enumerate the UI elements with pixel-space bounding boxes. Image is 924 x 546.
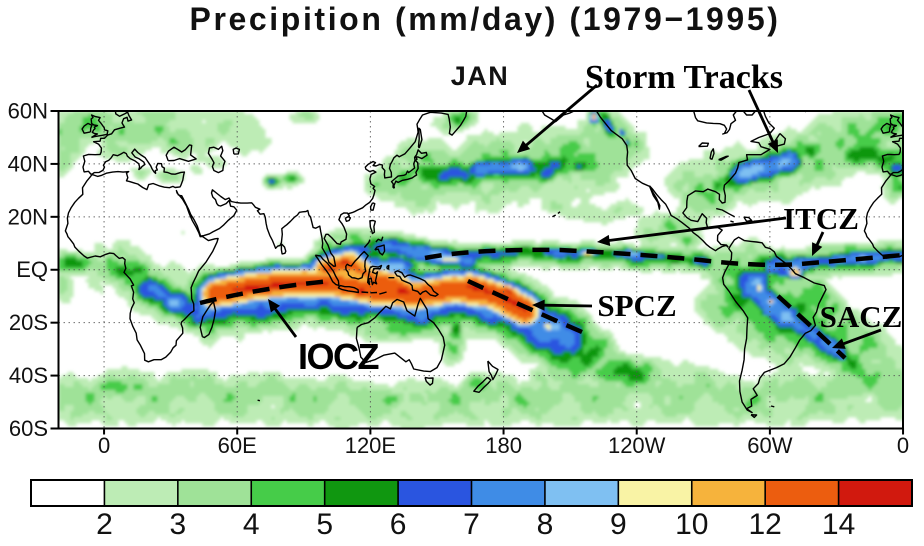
svg-text:10: 10 — [675, 508, 708, 541]
svg-text:5: 5 — [316, 508, 333, 541]
svg-text:8: 8 — [537, 508, 554, 541]
svg-text:60S: 60S — [9, 416, 48, 441]
svg-text:60W: 60W — [747, 433, 792, 458]
svg-text:120E: 120E — [345, 433, 396, 458]
svg-text:40S: 40S — [9, 363, 48, 388]
svg-text:0: 0 — [897, 433, 909, 458]
svg-text:ITCZ: ITCZ — [783, 201, 859, 236]
svg-text:14: 14 — [822, 508, 855, 541]
svg-text:120W: 120W — [608, 433, 666, 458]
svg-text:20S: 20S — [9, 310, 48, 335]
svg-text:SACZ: SACZ — [820, 299, 903, 334]
svg-text:60E: 60E — [218, 433, 257, 458]
svg-text:20N: 20N — [8, 204, 48, 229]
svg-text:2: 2 — [96, 508, 113, 541]
svg-text:9: 9 — [610, 508, 627, 541]
svg-text:180: 180 — [485, 433, 522, 458]
svg-text:IOCZ: IOCZ — [298, 336, 379, 377]
svg-text:Precipition (mm/day) (1979−199: Precipition (mm/day) (1979−1995) — [190, 1, 781, 37]
svg-text:40N: 40N — [8, 151, 48, 176]
svg-text:3: 3 — [169, 508, 186, 541]
svg-text:0: 0 — [98, 433, 110, 458]
svg-text:12: 12 — [748, 508, 781, 541]
svg-text:7: 7 — [463, 508, 480, 541]
svg-text:4: 4 — [243, 508, 260, 541]
svg-text:SPCZ: SPCZ — [597, 288, 676, 323]
svg-text:EQ: EQ — [16, 257, 48, 282]
svg-text:Storm Tracks: Storm Tracks — [585, 59, 783, 96]
svg-text:60N: 60N — [8, 99, 48, 124]
svg-text:6: 6 — [390, 508, 407, 541]
svg-text:JAN: JAN — [451, 61, 510, 91]
